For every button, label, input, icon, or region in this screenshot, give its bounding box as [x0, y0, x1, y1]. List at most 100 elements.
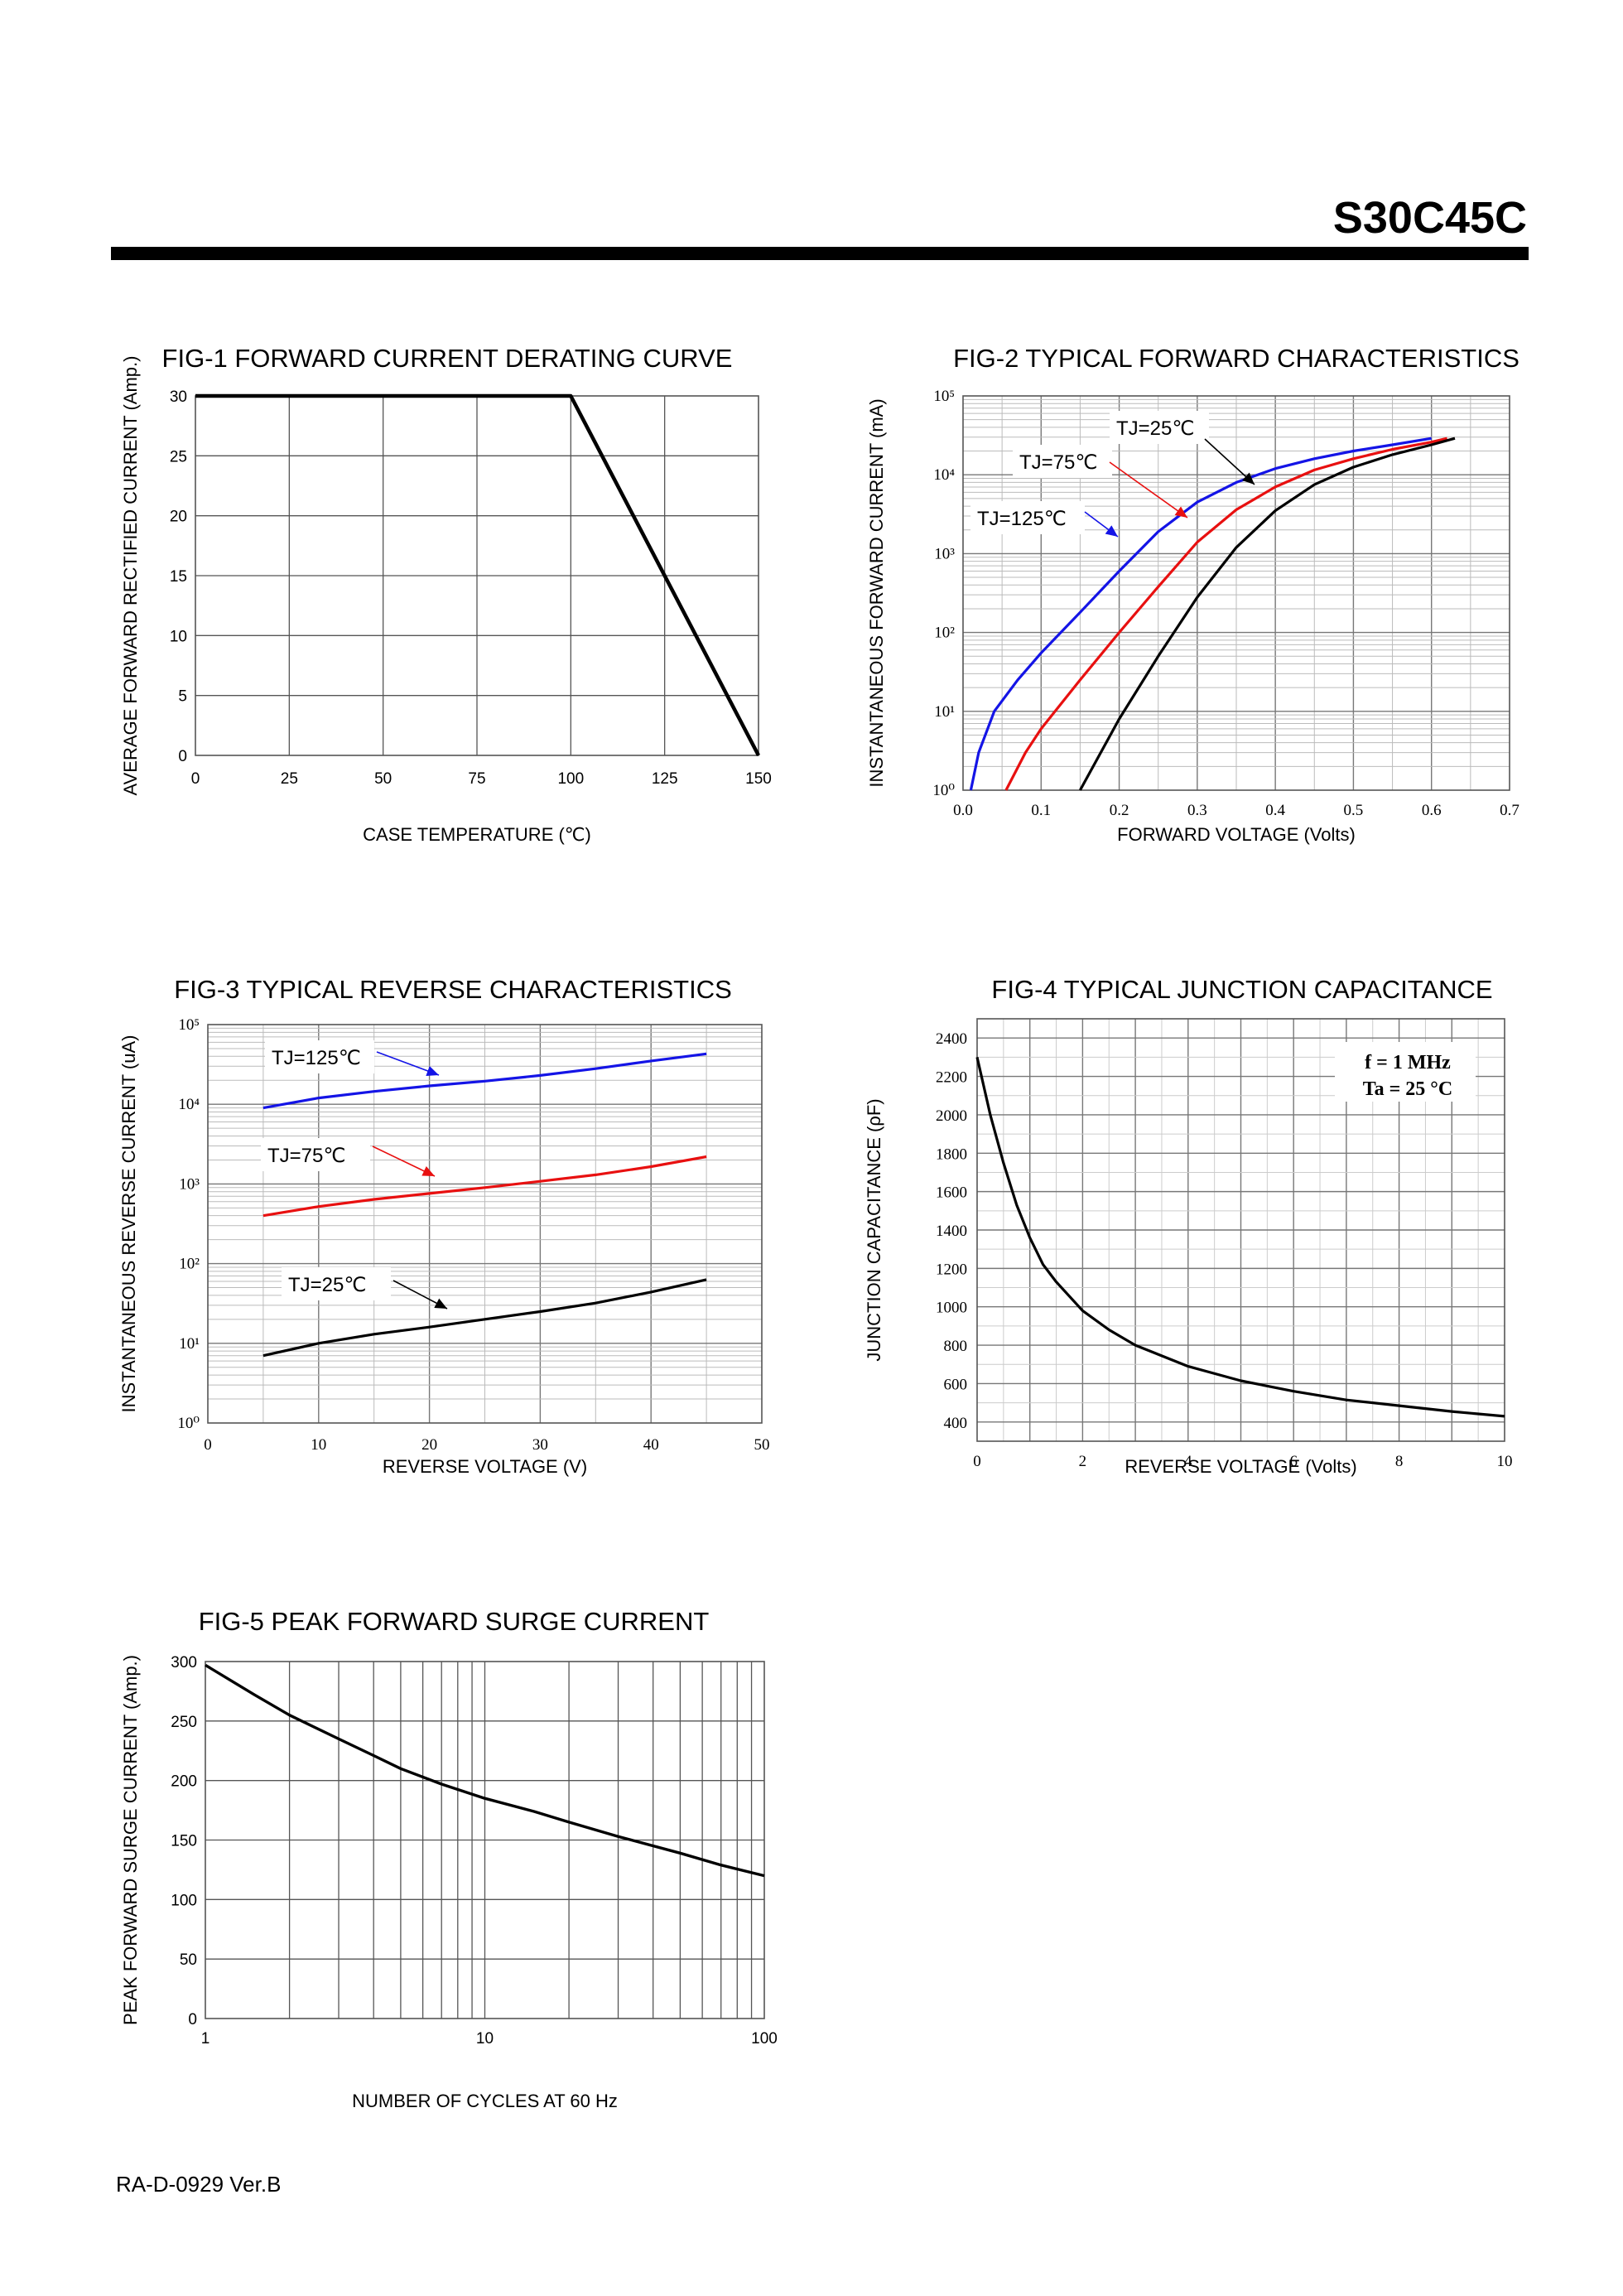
fig4-y-tick-label: 1000: [936, 1300, 967, 1317]
fig3-series-2-line: [262, 1278, 707, 1358]
fig3-series-0-line: [262, 1052, 707, 1110]
fig1-x-tick-label: 0: [191, 770, 200, 788]
fig5-y-tick-label: 150: [171, 1833, 197, 1850]
fig2-y-tick-label: 10²: [934, 625, 955, 642]
fig2-annotation-arrow: [1084, 511, 1119, 538]
fig2-x-tick-label: 0.3: [1187, 802, 1207, 819]
fig4-x-tick-label: 2: [1079, 1453, 1087, 1470]
fig5-y-tick-label: 200: [171, 1773, 197, 1791]
fig4-x-axis-label: REVERSE VOLTAGE (Volts): [1125, 1456, 1356, 1477]
fig1-series-0-line: [195, 393, 760, 757]
fig3-x-axis-label: REVERSE VOLTAGE (V): [383, 1456, 587, 1477]
fig4-title: FIG-4 TYPICAL JUNCTION CAPACITANCE: [991, 975, 1492, 1004]
fig3-annotation-arrow: [376, 1051, 440, 1076]
fig4-y-tick-label: 2400: [936, 1030, 967, 1048]
fig2-x-axis-label: FORWARD VOLTAGE (Volts): [1117, 824, 1356, 845]
fig3-x-tick-label: 10: [311, 1436, 326, 1454]
fig2-annotation-label: TJ=75℃: [1019, 451, 1097, 474]
header-rule: [111, 247, 1529, 260]
fig2-series-0-line: [969, 437, 1432, 791]
fig2-annotation-box: [970, 501, 1085, 534]
fig5-series-0-line: [205, 1663, 765, 1878]
fig1-y-tick-label: 10: [170, 628, 187, 645]
fig4-series-0-line: [975, 1057, 1505, 1418]
fig5-x-tick-label: 100: [751, 2030, 778, 2048]
fig3-x-tick-label: 50: [754, 1436, 770, 1454]
fig3-y-tick-label: 10²: [179, 1256, 200, 1273]
fig5-y-tick-label: 250: [171, 1714, 197, 1731]
fig3-annotation-arrow: [372, 1146, 436, 1177]
fig4-y-tick-label: 600: [944, 1376, 968, 1393]
fig3-annotation-box: [282, 1267, 391, 1300]
fig4-y-tick-label: 800: [944, 1338, 968, 1355]
fig4-chart: FIG-4 TYPICAL JUNCTION CAPACITANCE REVERS…: [864, 975, 1513, 1477]
fig1-y-tick-label: 0: [178, 748, 187, 765]
fig2-annotation-label: TJ=125℃: [977, 508, 1067, 530]
fig5-y-tick-label: 0: [188, 2011, 197, 2028]
fig2-x-tick-label: 0.5: [1344, 802, 1364, 819]
fig4-y-tick-label: 1600: [936, 1184, 967, 1202]
fig1-x-tick-label: 100: [557, 770, 584, 788]
fig2-y-tick-label: 10³: [934, 545, 955, 562]
fig1-x-tick-label: 75: [468, 770, 485, 788]
fig4-plot-frame: [976, 1018, 1505, 1442]
fig3-x-tick-label: 0: [204, 1436, 212, 1454]
fig4-x-tick-label: 10: [1497, 1453, 1513, 1470]
fig1-x-tick-label: 50: [374, 770, 392, 788]
fig2-y-tick-label: 10⁰: [932, 782, 955, 799]
fig2-y-tick-label: 10⁴: [933, 466, 955, 484]
part-number: S30C45C: [1332, 193, 1527, 243]
fig5-x-tick-label: 1: [201, 2030, 210, 2048]
fig2-x-tick-label: 0.0: [953, 802, 973, 819]
fig1-chart: FIG-1 FORWARD CURRENT DERATING CURVE CASE…: [120, 344, 772, 845]
fig1-x-tick-label: 125: [652, 770, 678, 788]
fig1-y-tick-label: 30: [170, 388, 187, 406]
fig3-y-tick-label: 10⁴: [178, 1096, 200, 1113]
fig5-chart: FIG-5 PEAK FORWARD SURGE CURRENT NUMBER O…: [120, 1607, 778, 2111]
fig5-y-tick-label: 50: [180, 1951, 197, 1969]
fig4-y-axis-label: JUNCTION CAPACITANCE (ρF): [864, 1098, 884, 1361]
fig5-y-axis-label: PEAK FORWARD SURGE CURRENT (Amp.): [120, 1655, 141, 2025]
fig4-x-tick-label: 0: [973, 1453, 981, 1470]
fig4-legend-temperature: Ta = 25 °C: [1363, 1078, 1452, 1100]
fig2-annotation-arrow: [1109, 461, 1188, 519]
fig3-x-tick-label: 40: [643, 1436, 659, 1454]
fig2-y-tick-label: 10¹: [934, 703, 955, 721]
fig2-x-tick-label: 0.7: [1500, 802, 1519, 819]
fig3-x-tick-label: 20: [421, 1436, 437, 1454]
fig3-y-tick-label: 10⁵: [178, 1016, 200, 1034]
fig4-y-tick-label: 1800: [936, 1146, 967, 1163]
fig3-y-tick-label: 10⁰: [177, 1415, 200, 1432]
fig2-x-tick-label: 0.4: [1265, 802, 1285, 819]
fig1-y-axis-label: AVERAGE FORWARD RECTIFIED CURRENT (Amp.): [120, 356, 141, 796]
fig3-annotation-box: [265, 1040, 374, 1073]
fig3-y-tick-label: 10³: [179, 1175, 200, 1193]
fig3-plot-frame: [207, 1024, 763, 1424]
fig2-series-1-line: [1004, 437, 1447, 791]
fig1-y-tick-label: 20: [170, 509, 187, 526]
fig5-x-tick-label: 10: [476, 2030, 494, 2048]
fig1-title: FIG-1 FORWARD CURRENT DERATING CURVE: [162, 344, 733, 373]
fig4-y-tick-label: 2000: [936, 1107, 967, 1125]
fig2-annotation-box: [1110, 411, 1209, 444]
fig3-y-axis-label: INSTANTANEOUS REVERSE CURRENT (uA): [118, 1035, 139, 1413]
fig2-x-tick-label: 0.2: [1110, 802, 1129, 819]
fig3-annotation-box: [261, 1138, 370, 1171]
fig3-title: FIG-3 TYPICAL REVERSE CHARACTERISTICS: [174, 975, 732, 1004]
fig5-plot-frame: [205, 1661, 765, 2019]
fig2-y-axis-label: INSTANTANEOUS FORWARD CURRENT (mA): [866, 398, 887, 787]
fig2-title: FIG-2 TYPICAL FORWARD CHARACTERISTICS: [953, 344, 1519, 373]
fig3-annotation-arrow: [393, 1280, 448, 1310]
fig5-y-tick-label: 300: [171, 1654, 197, 1671]
fig4-legend-box: [1335, 1042, 1476, 1102]
fig1-y-tick-label: 25: [170, 448, 187, 465]
fig4-y-tick-label: 2200: [936, 1069, 967, 1087]
fig1-x-tick-label: 25: [281, 770, 298, 788]
fig2-annotation-label: TJ=25℃: [1116, 417, 1194, 440]
fig4-x-tick-label: 8: [1395, 1453, 1404, 1470]
fig1-y-tick-label: 5: [178, 688, 187, 706]
fig3-annotation-label: TJ=25℃: [288, 1274, 366, 1296]
fig3-annotation-label: TJ=75℃: [267, 1145, 345, 1167]
fig4-y-tick-label: 400: [944, 1415, 968, 1432]
